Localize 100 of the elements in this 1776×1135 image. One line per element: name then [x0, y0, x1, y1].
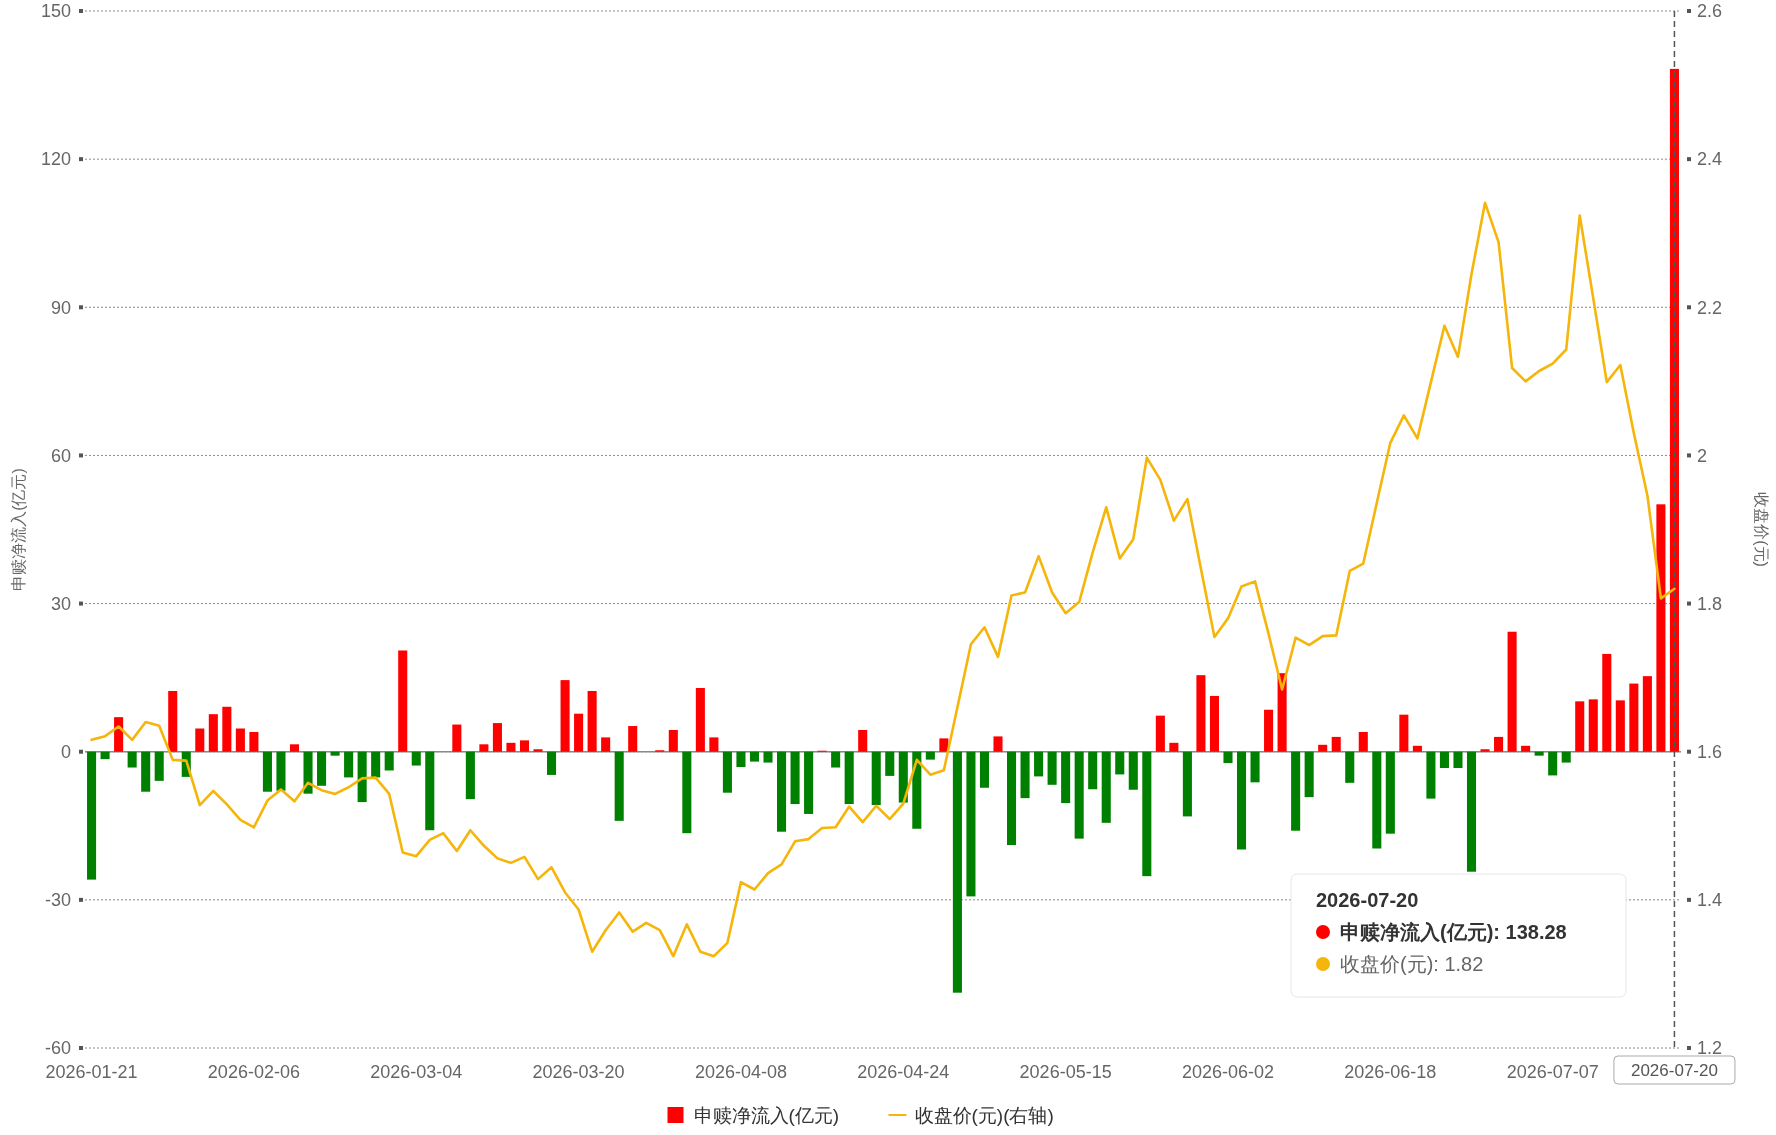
bar	[966, 751, 976, 897]
bar	[668, 729, 678, 752]
x-tick-label: 2026-01-21	[45, 1062, 138, 1082]
bar	[601, 737, 611, 752]
y-axis-title: 申赎净流入(亿元)	[10, 468, 27, 591]
bar	[398, 650, 408, 752]
bar	[695, 688, 705, 752]
bar	[479, 744, 489, 752]
bar	[208, 714, 218, 752]
bar	[371, 751, 381, 778]
bar	[709, 737, 719, 752]
bar	[384, 751, 394, 771]
bar	[1223, 751, 1233, 764]
bar	[1304, 751, 1314, 798]
bar	[1480, 749, 1490, 752]
bar	[1385, 751, 1395, 834]
bar	[1182, 751, 1192, 817]
bar	[939, 738, 949, 752]
bar	[1642, 676, 1652, 752]
bar	[127, 751, 137, 768]
bar	[1575, 701, 1585, 752]
bar	[1534, 751, 1544, 756]
bar	[1196, 675, 1206, 752]
y-tick-label: 90	[50, 297, 71, 318]
bar	[452, 724, 462, 752]
bar	[1345, 751, 1355, 783]
x-tick-label: 2026-03-04	[370, 1062, 463, 1082]
bar	[790, 751, 800, 805]
bar	[344, 751, 354, 778]
annotation: 收盘价(元): 1.82	[1340, 953, 1484, 975]
bar	[519, 740, 530, 752]
bar	[628, 726, 638, 752]
bar	[777, 751, 787, 832]
bar	[492, 723, 502, 752]
bar	[1412, 745, 1422, 752]
bar	[993, 736, 1003, 752]
y2-tick-label: 2.6	[1697, 1, 1723, 22]
bar	[1453, 751, 1463, 769]
bar	[195, 728, 205, 752]
bar	[100, 751, 110, 760]
x-tick-label: 2026-03-20	[532, 1062, 625, 1082]
bar	[1331, 736, 1341, 752]
bar	[222, 706, 232, 752]
annotation: 2026-07-20	[1316, 889, 1419, 911]
bar	[1291, 751, 1301, 831]
annotation: 申赎净流入(亿元): 138.28	[1340, 921, 1567, 943]
bar	[1615, 700, 1625, 752]
bar	[1155, 715, 1165, 752]
tooltip-box: 2026-07-20 申赎净流入(亿元): 138.28 收盘价(元): 1.82	[1290, 873, 1627, 998]
x-tick-label: 2026-05-15	[1019, 1062, 1112, 1082]
bar	[1521, 745, 1531, 752]
bar	[614, 751, 624, 821]
bar	[587, 690, 597, 752]
y-tick-label: 60	[50, 445, 71, 466]
bar	[1358, 731, 1368, 752]
bar	[1250, 751, 1260, 783]
bar	[763, 751, 773, 763]
bar	[979, 751, 989, 788]
bar	[682, 751, 692, 834]
bar	[1561, 751, 1571, 763]
bar	[1466, 751, 1477, 872]
bar	[1101, 751, 1111, 823]
bar	[1507, 631, 1517, 752]
bar	[87, 751, 97, 880]
x-tick-label: 2026-04-08	[694, 1062, 787, 1082]
bar	[154, 751, 164, 781]
bar	[1020, 751, 1030, 799]
bar	[1602, 653, 1612, 752]
bar	[425, 751, 435, 831]
bar	[722, 751, 732, 793]
bar	[1074, 751, 1084, 839]
bar	[1034, 751, 1044, 777]
bar	[1236, 751, 1247, 850]
bar	[925, 751, 935, 760]
bar	[952, 751, 962, 993]
bar	[1426, 751, 1436, 799]
bar	[141, 751, 151, 792]
bar	[1006, 751, 1017, 846]
bar	[912, 751, 922, 829]
y2-tick-label: 1.4	[1697, 890, 1723, 911]
y-tick-label: -30	[44, 890, 71, 911]
bar	[1588, 699, 1598, 752]
bar	[1061, 751, 1071, 804]
bar	[249, 731, 259, 752]
bar	[1142, 751, 1152, 877]
bar	[1169, 742, 1179, 752]
bar	[885, 751, 895, 776]
bar	[114, 717, 124, 752]
bar	[168, 690, 178, 752]
bar	[1548, 751, 1558, 776]
bar	[465, 751, 475, 800]
bar	[235, 728, 245, 752]
bar	[289, 744, 300, 752]
bar	[1088, 751, 1098, 790]
bar	[1264, 709, 1274, 752]
bar	[858, 729, 868, 752]
x-tick-label: 2026-06-18	[1344, 1062, 1437, 1082]
y-tick-label: 0	[60, 742, 71, 763]
bar	[804, 751, 814, 814]
bar	[276, 751, 286, 791]
